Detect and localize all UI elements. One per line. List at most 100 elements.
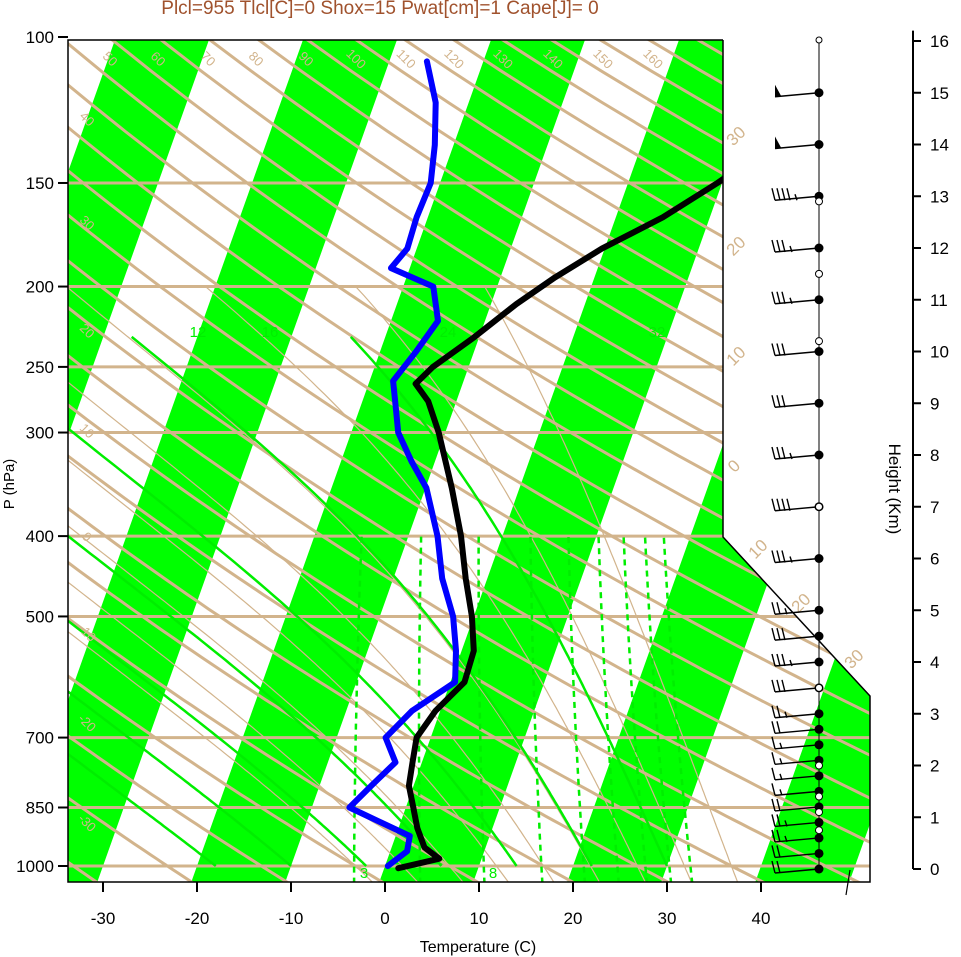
- isotherm-band: [68, 40, 224, 882]
- wind-barb-shaft: [774, 821, 820, 828]
- chart-title: Plcl=955 Tlcl[C]=0 Shox=15 Pwat[cm]=1 Ca…: [161, 0, 599, 19]
- wind-barb-full: [776, 395, 781, 408]
- wind-barb-full: [776, 653, 781, 667]
- dry-adiabat: [68, 40, 414, 882]
- wind-barb-full: [771, 395, 776, 408]
- sounding-profiles: [346, 58, 847, 872]
- height-tick-label: 2: [930, 757, 939, 776]
- dry-adiabat: [68, 40, 870, 882]
- wind-barb-full: [771, 767, 776, 781]
- plot-border: [67, 39, 871, 883]
- height-tick-label: 11: [930, 291, 948, 310]
- wind-barb-full: [771, 845, 776, 858]
- mixing-ratio-label: 16: [262, 324, 279, 341]
- height-tick-label: 0: [930, 860, 939, 879]
- wind-barb-full: [771, 239, 776, 253]
- wind-barb-full: [771, 679, 776, 693]
- mixing-ratio-label: 3: [360, 865, 368, 882]
- height-tick-label: 8: [930, 446, 939, 465]
- moist-adiabat: [68, 286, 611, 882]
- height-tick-label: 10: [930, 343, 949, 362]
- wind-barb-full: [771, 627, 776, 641]
- wind-pennant: [775, 84, 781, 97]
- moist-adiabat: [68, 286, 435, 882]
- wind-barb-half: [779, 789, 783, 796]
- wind-barb-shaft: [774, 247, 820, 253]
- wind-barb-full: [771, 188, 776, 201]
- wind-barb-full: [781, 550, 786, 563]
- wind-barb-half: [789, 245, 793, 253]
- wind-barb-full: [776, 798, 781, 812]
- mixing-ratio-lines: [68, 335, 694, 882]
- mixing-ratio-label: 12: [190, 324, 207, 341]
- dry-adiabat: [68, 40, 318, 882]
- height-tick-label: 16: [930, 32, 949, 51]
- mixing-ratio-label: 32: [649, 324, 666, 341]
- p-tick-label: 500: [26, 607, 54, 626]
- temperature-profile: [395, 68, 847, 872]
- wind-barb-full: [776, 343, 781, 356]
- wind-barb-full: [771, 653, 776, 667]
- mixing-ratio-label: 24: [440, 324, 457, 341]
- wind-barb-full: [786, 188, 791, 201]
- dry-adiabat: [68, 40, 801, 882]
- mixing-ratio-line: [529, 536, 544, 882]
- x-tick-label: 20: [564, 909, 583, 928]
- wind-barb-full: [771, 602, 776, 615]
- wind-barb-full: [776, 239, 781, 253]
- wind-barb-full: [776, 829, 781, 843]
- dry-adiabat: [68, 40, 870, 882]
- wind-barb-shaft: [774, 350, 820, 357]
- wind-barb-full: [786, 498, 791, 511]
- wind-barb-full: [781, 446, 786, 460]
- wind-barb-shaft: [774, 837, 820, 843]
- wind-barb-shaft: [774, 402, 820, 408]
- moist-adiabat: [484, 286, 746, 882]
- height-axis-label: Height (Km): [885, 444, 904, 535]
- dry-adiabat: [68, 40, 870, 882]
- wind-barb-full: [781, 395, 786, 408]
- wind-barb-full: [771, 498, 776, 511]
- isotherm-band: [68, 40, 412, 882]
- wind-barb-shaft: [774, 868, 820, 874]
- isotherm-band: [727, 40, 870, 882]
- wind-barb-shaft: [774, 143, 820, 150]
- wind-barb-shaft: [774, 454, 820, 460]
- wind-barb-half: [789, 452, 793, 460]
- height-tick-label: 13: [930, 187, 949, 206]
- wind-barb-full: [771, 814, 776, 827]
- moist-adiabat: [68, 286, 522, 882]
- mixing-ratio-line: [622, 536, 649, 882]
- wind-barb-full: [776, 705, 781, 718]
- wind-pennant: [775, 136, 781, 149]
- dry-adiabat: [68, 40, 870, 882]
- height-tick-label: 1: [930, 808, 939, 827]
- isotherm-band: [351, 40, 788, 882]
- x-tick-label: -10: [279, 909, 304, 928]
- moist-curve: [68, 336, 217, 867]
- x-tick-label: 30: [658, 909, 677, 928]
- wind-barb-half: [784, 711, 788, 718]
- moist-adiabat: [68, 286, 566, 882]
- wind-barb-full: [776, 721, 781, 734]
- mixing-ratio-line: [662, 536, 694, 882]
- wind-barb-shaft: [774, 661, 820, 667]
- wind-barb-shaft: [774, 92, 820, 98]
- wind-barb-full: [771, 798, 776, 812]
- wind-top-marker: [815, 36, 823, 44]
- dry-adiabat: [68, 40, 511, 882]
- height-tick-label: 4: [930, 653, 939, 672]
- wind-open-marker: [815, 197, 823, 206]
- wind-barb-shaft: [774, 506, 820, 512]
- wind-barb-full: [776, 860, 781, 874]
- wind-barb-full: [776, 627, 781, 641]
- wind-barb-full: [771, 752, 776, 765]
- wind-barb-shaft: [774, 852, 820, 859]
- height-tick-label: 6: [930, 550, 939, 569]
- wind-barb-full: [781, 239, 786, 253]
- moist-adiabat: [68, 286, 392, 882]
- moist-curve: [130, 335, 593, 867]
- wind-barb-shaft: [774, 557, 820, 564]
- wind-barb-full: [771, 783, 776, 796]
